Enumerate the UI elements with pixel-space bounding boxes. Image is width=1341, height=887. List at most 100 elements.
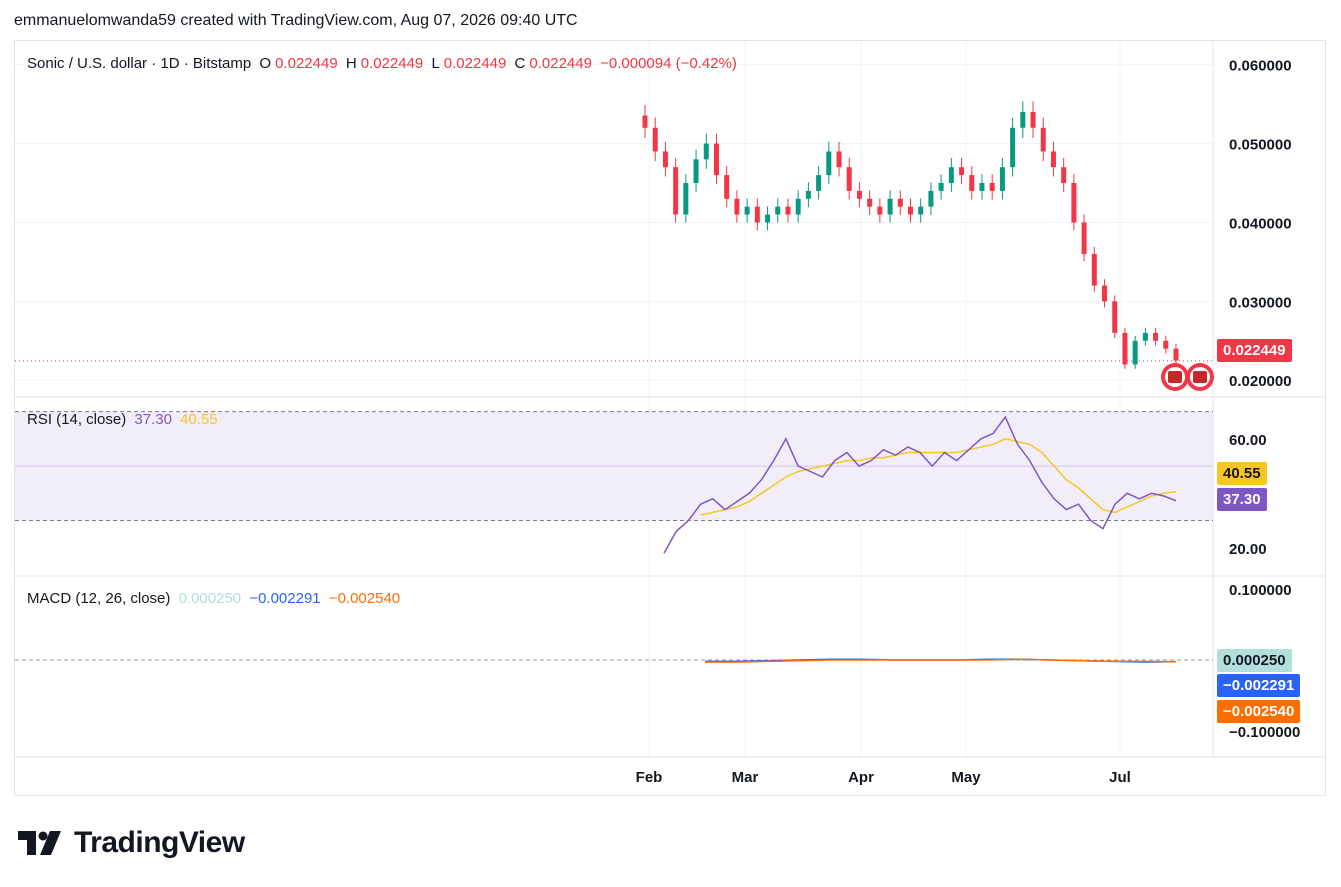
candle-body [642, 115, 648, 128]
candle-body [948, 167, 954, 183]
candle-body [1142, 332, 1148, 341]
symbol-title[interactable]: Sonic / U.S. dollar · 1D · Bitstamp [27, 55, 252, 72]
macd-title[interactable]: MACD (12, 26, close) [27, 590, 171, 607]
rsi-tag: 37.30 [1217, 488, 1267, 511]
candle-body [918, 206, 924, 215]
candle-body [1040, 127, 1046, 152]
price-tick-label: 0.050000 [1229, 137, 1292, 154]
candle-body [1153, 332, 1159, 341]
candle-body [662, 151, 668, 168]
candle-body [805, 190, 811, 199]
close-value: 0.022449 [529, 55, 592, 72]
rsi-ma-tag: 40.55 [1217, 462, 1267, 485]
time-tick-label: Feb [636, 769, 663, 786]
candle-body [703, 143, 709, 160]
macd-signal-line [705, 658, 1177, 663]
candle-body [724, 175, 730, 199]
candle-body [1102, 285, 1108, 302]
high-label: H [345, 55, 357, 72]
candle-body [928, 190, 934, 207]
rsi-ma-line [700, 438, 1177, 516]
macd-legend: MACD (12, 26, close) 0.000250 −0.002291 … [27, 590, 404, 607]
candle-body [1010, 127, 1016, 168]
candle-body [1030, 112, 1036, 128]
candle-body [795, 198, 801, 215]
price-tick-label: 0.020000 [1229, 373, 1292, 390]
candle-body [683, 183, 689, 215]
rsi-title[interactable]: RSI (14, close) [27, 411, 127, 428]
candle-body [999, 167, 1005, 191]
close-label: C [514, 55, 526, 72]
price-tick-label: 0.040000 [1229, 215, 1292, 232]
attribution-text: emmanuelomwanda59 created with TradingVi… [14, 12, 578, 29]
candle-body [856, 190, 862, 199]
rsi-line [663, 415, 1177, 554]
macd-signal-value: −0.002540 [328, 590, 401, 607]
candle-body [836, 151, 842, 168]
candle-body [1071, 183, 1077, 223]
candle-body [826, 151, 832, 176]
candle-body [867, 198, 873, 207]
macd-hist-value: 0.000250 [178, 590, 242, 607]
candle-body [1091, 254, 1097, 286]
candle-body [897, 198, 903, 207]
candle-body [989, 183, 995, 191]
low-value: 0.022449 [443, 55, 507, 72]
macd-signal-tag: −0.002540 [1217, 700, 1301, 723]
candle-body [1122, 332, 1128, 365]
rsi-tick-label: 20.00 [1229, 541, 1267, 558]
open-label: O [259, 55, 272, 72]
change-value: −0.000094 (−0.42%) [600, 55, 737, 72]
candle-body [1050, 151, 1056, 168]
event-flag-icon [1168, 371, 1182, 383]
rsi-value: 37.30 [134, 411, 172, 428]
candle-body [938, 183, 944, 191]
candle-body [908, 206, 913, 215]
candle-body [713, 143, 719, 176]
last-price-tag: 0.022449 [1217, 339, 1292, 362]
rsi-ma-value: 40.55 [180, 411, 218, 428]
candle-body [816, 175, 822, 191]
event-flag-icon [1193, 371, 1207, 383]
candle-body [1112, 301, 1118, 333]
tradingview-logo-icon [18, 831, 61, 855]
time-tick-label: Mar [732, 769, 759, 786]
candle-body [754, 206, 760, 223]
macd-tag: −0.002291 [1217, 674, 1301, 697]
price-tick-label: 0.030000 [1229, 294, 1292, 311]
candle-body [1173, 348, 1179, 361]
candle-body [969, 175, 975, 191]
candle-body [744, 206, 750, 215]
candle-body [673, 167, 679, 215]
candle-body [979, 183, 985, 191]
candle-body [693, 159, 699, 183]
candle-body [652, 127, 658, 152]
macd-value: −0.002291 [249, 590, 321, 607]
candle-body [1081, 222, 1087, 254]
open-value: 0.022449 [275, 55, 338, 72]
rsi-legend: RSI (14, close) 37.30 40.55 [27, 411, 222, 428]
price-legend: Sonic / U.S. dollar · 1D · Bitstamp O 0.0… [27, 55, 741, 72]
candle-body [1020, 112, 1026, 128]
candle-body [775, 206, 781, 215]
time-tick-label: May [951, 769, 981, 786]
candle-body [785, 206, 791, 215]
candle-body [846, 167, 852, 191]
rsi-tick-label: 60.00 [1229, 432, 1267, 449]
time-tick-label: Apr [848, 769, 874, 786]
candle-body [1061, 167, 1067, 183]
macd-hist-tag: 0.000250 [1217, 649, 1292, 672]
time-tick-label: Jul [1109, 769, 1131, 786]
candle-body [734, 198, 740, 215]
high-value: 0.022449 [360, 55, 424, 72]
candle-body [1163, 340, 1169, 349]
candle-body [877, 206, 883, 215]
candle-body [765, 214, 771, 223]
low-label: L [431, 55, 440, 72]
macd-tick-label: 0.100000 [1229, 582, 1292, 599]
tradingview-logo[interactable]: TradingView [18, 826, 245, 860]
candle-body [887, 198, 893, 215]
candle-body [959, 167, 965, 176]
macd-tick-label: −0.100000 [1229, 724, 1300, 741]
